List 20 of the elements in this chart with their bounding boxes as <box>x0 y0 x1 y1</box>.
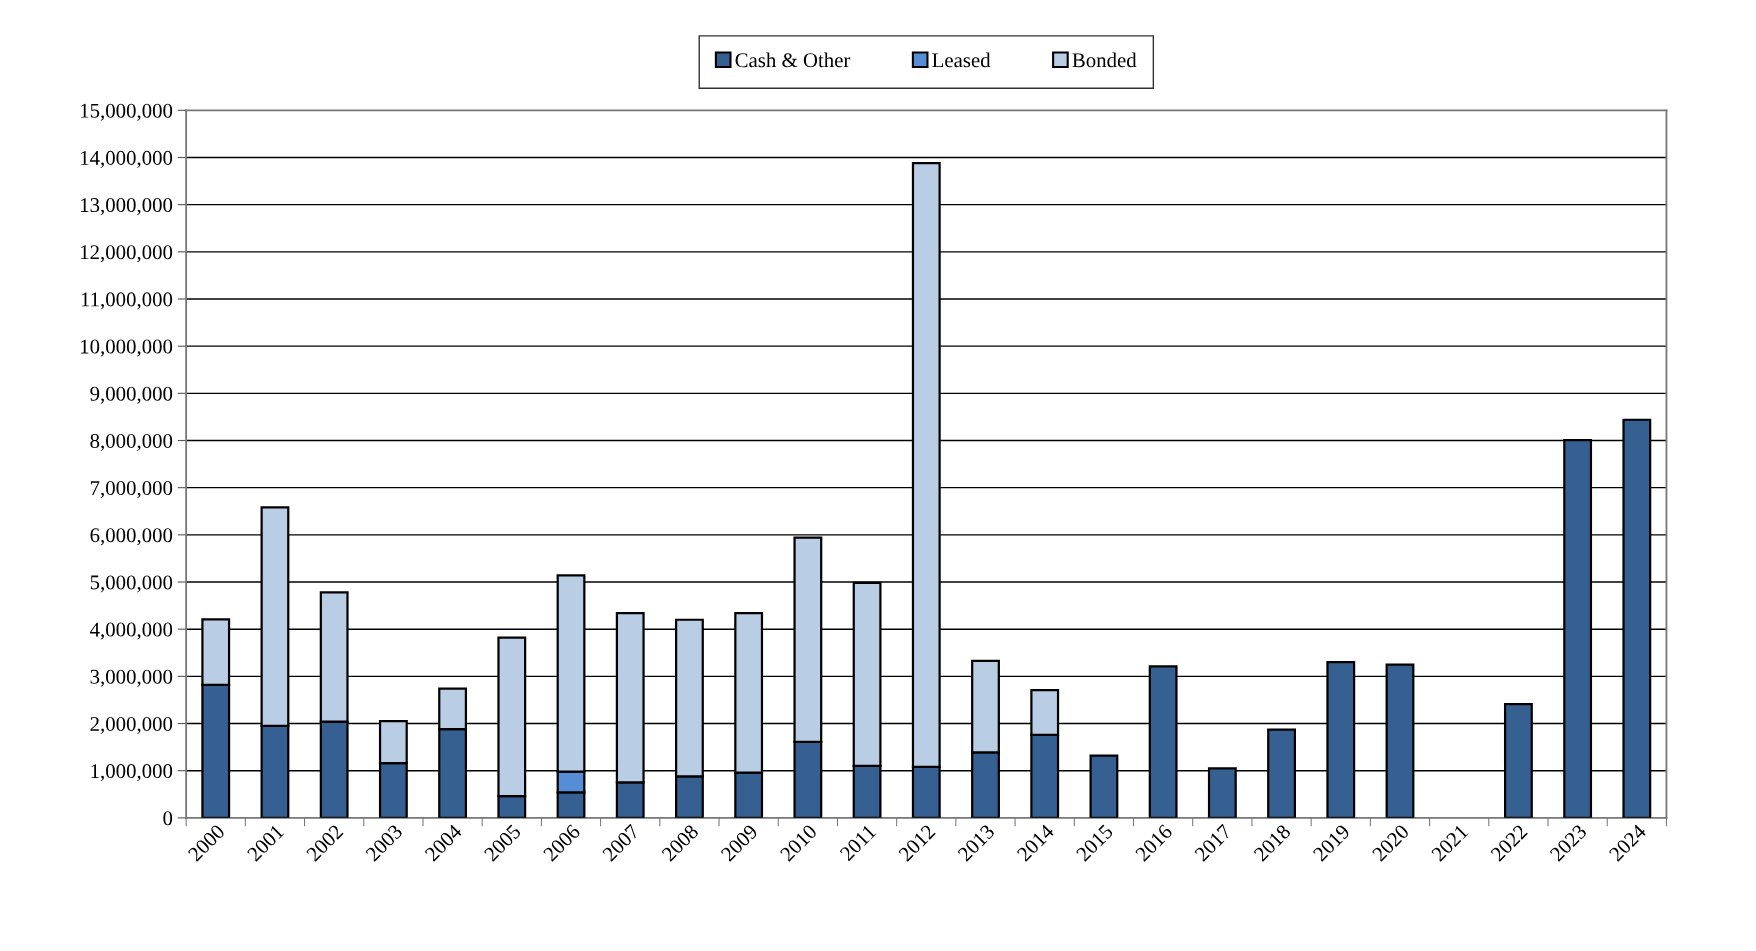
y-tick-label: 4,000,000 <box>90 622 173 640</box>
y-tick-label: 8,000,000 <box>90 433 173 451</box>
legend-label: Cash & Other <box>735 52 851 68</box>
x-tick-label: 2011 <box>839 824 877 862</box>
y-tick-label: 15,000,000 <box>81 103 173 121</box>
y-tick-label: 5,000,000 <box>90 575 173 593</box>
y-tick-label: 13,000,000 <box>81 198 173 216</box>
legend-label: Bonded <box>1072 52 1137 68</box>
y-tick-label: 11,000,000 <box>81 292 173 310</box>
y-tick-label: 6,000,000 <box>90 528 173 546</box>
y-tick-label: 14,000,000 <box>81 150 173 168</box>
y-tick-label: 10,000,000 <box>81 339 173 357</box>
y-tick-label: 0 <box>163 811 173 826</box>
y-tick-label: 2,000,000 <box>90 716 173 734</box>
y-tick-label: 7,000,000 <box>90 481 173 499</box>
y-tick-label: 1,000,000 <box>91 764 173 782</box>
y-tick-label: 3,000,000 <box>90 669 173 687</box>
legend-label: Leased <box>932 52 991 68</box>
y-tick-label: 12,000,000 <box>81 245 173 263</box>
y-tick-label: 9,000,000 <box>90 386 173 404</box>
